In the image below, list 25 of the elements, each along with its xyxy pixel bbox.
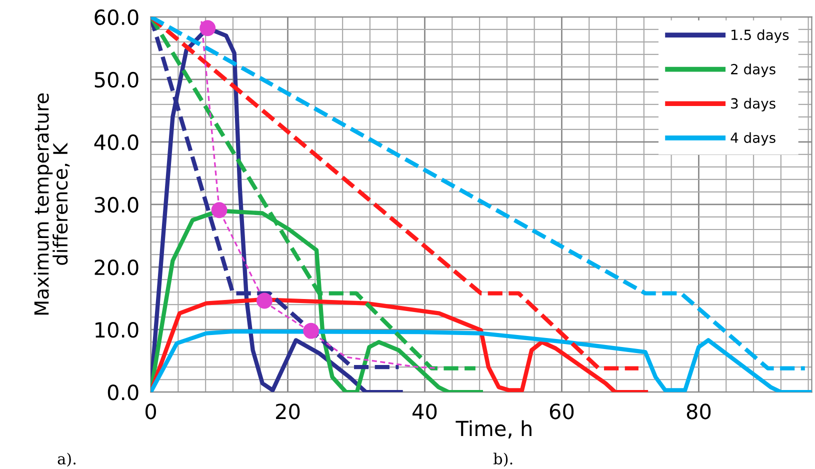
x-tick-label: 20 xyxy=(276,404,300,420)
x-tick-label: 60 xyxy=(550,404,574,420)
x-tick-label: 0 xyxy=(146,404,156,420)
y-tick-label: 40.0 xyxy=(94,134,138,150)
y-tick-label: 10.0 xyxy=(96,322,138,338)
legend-label: 1.5 days xyxy=(732,29,789,43)
y-tick-label: 60.0 xyxy=(94,9,138,26)
x-tick-label: 80 xyxy=(686,404,711,420)
text: b). xyxy=(494,452,512,467)
y-tick-label: 50.0 xyxy=(94,72,138,88)
point xyxy=(211,202,228,218)
point xyxy=(303,322,320,339)
x-axis-title: Time, h xyxy=(456,420,532,438)
legend-label: 3 days xyxy=(731,98,776,112)
y-tick-label: 20.0 xyxy=(94,259,138,276)
text: a). xyxy=(58,452,76,467)
legend-label: 2 days xyxy=(731,64,776,78)
y-tick-label: 0.0 xyxy=(108,384,138,400)
legend-label: 4 days xyxy=(730,132,776,146)
y-axis-title: Maximum temperature difference, K xyxy=(34,93,70,315)
line-series xyxy=(200,20,440,370)
point xyxy=(256,292,272,309)
x-tick-label: 40 xyxy=(412,404,437,420)
point xyxy=(200,20,216,36)
y-tick-label: 30.0 xyxy=(94,196,138,213)
